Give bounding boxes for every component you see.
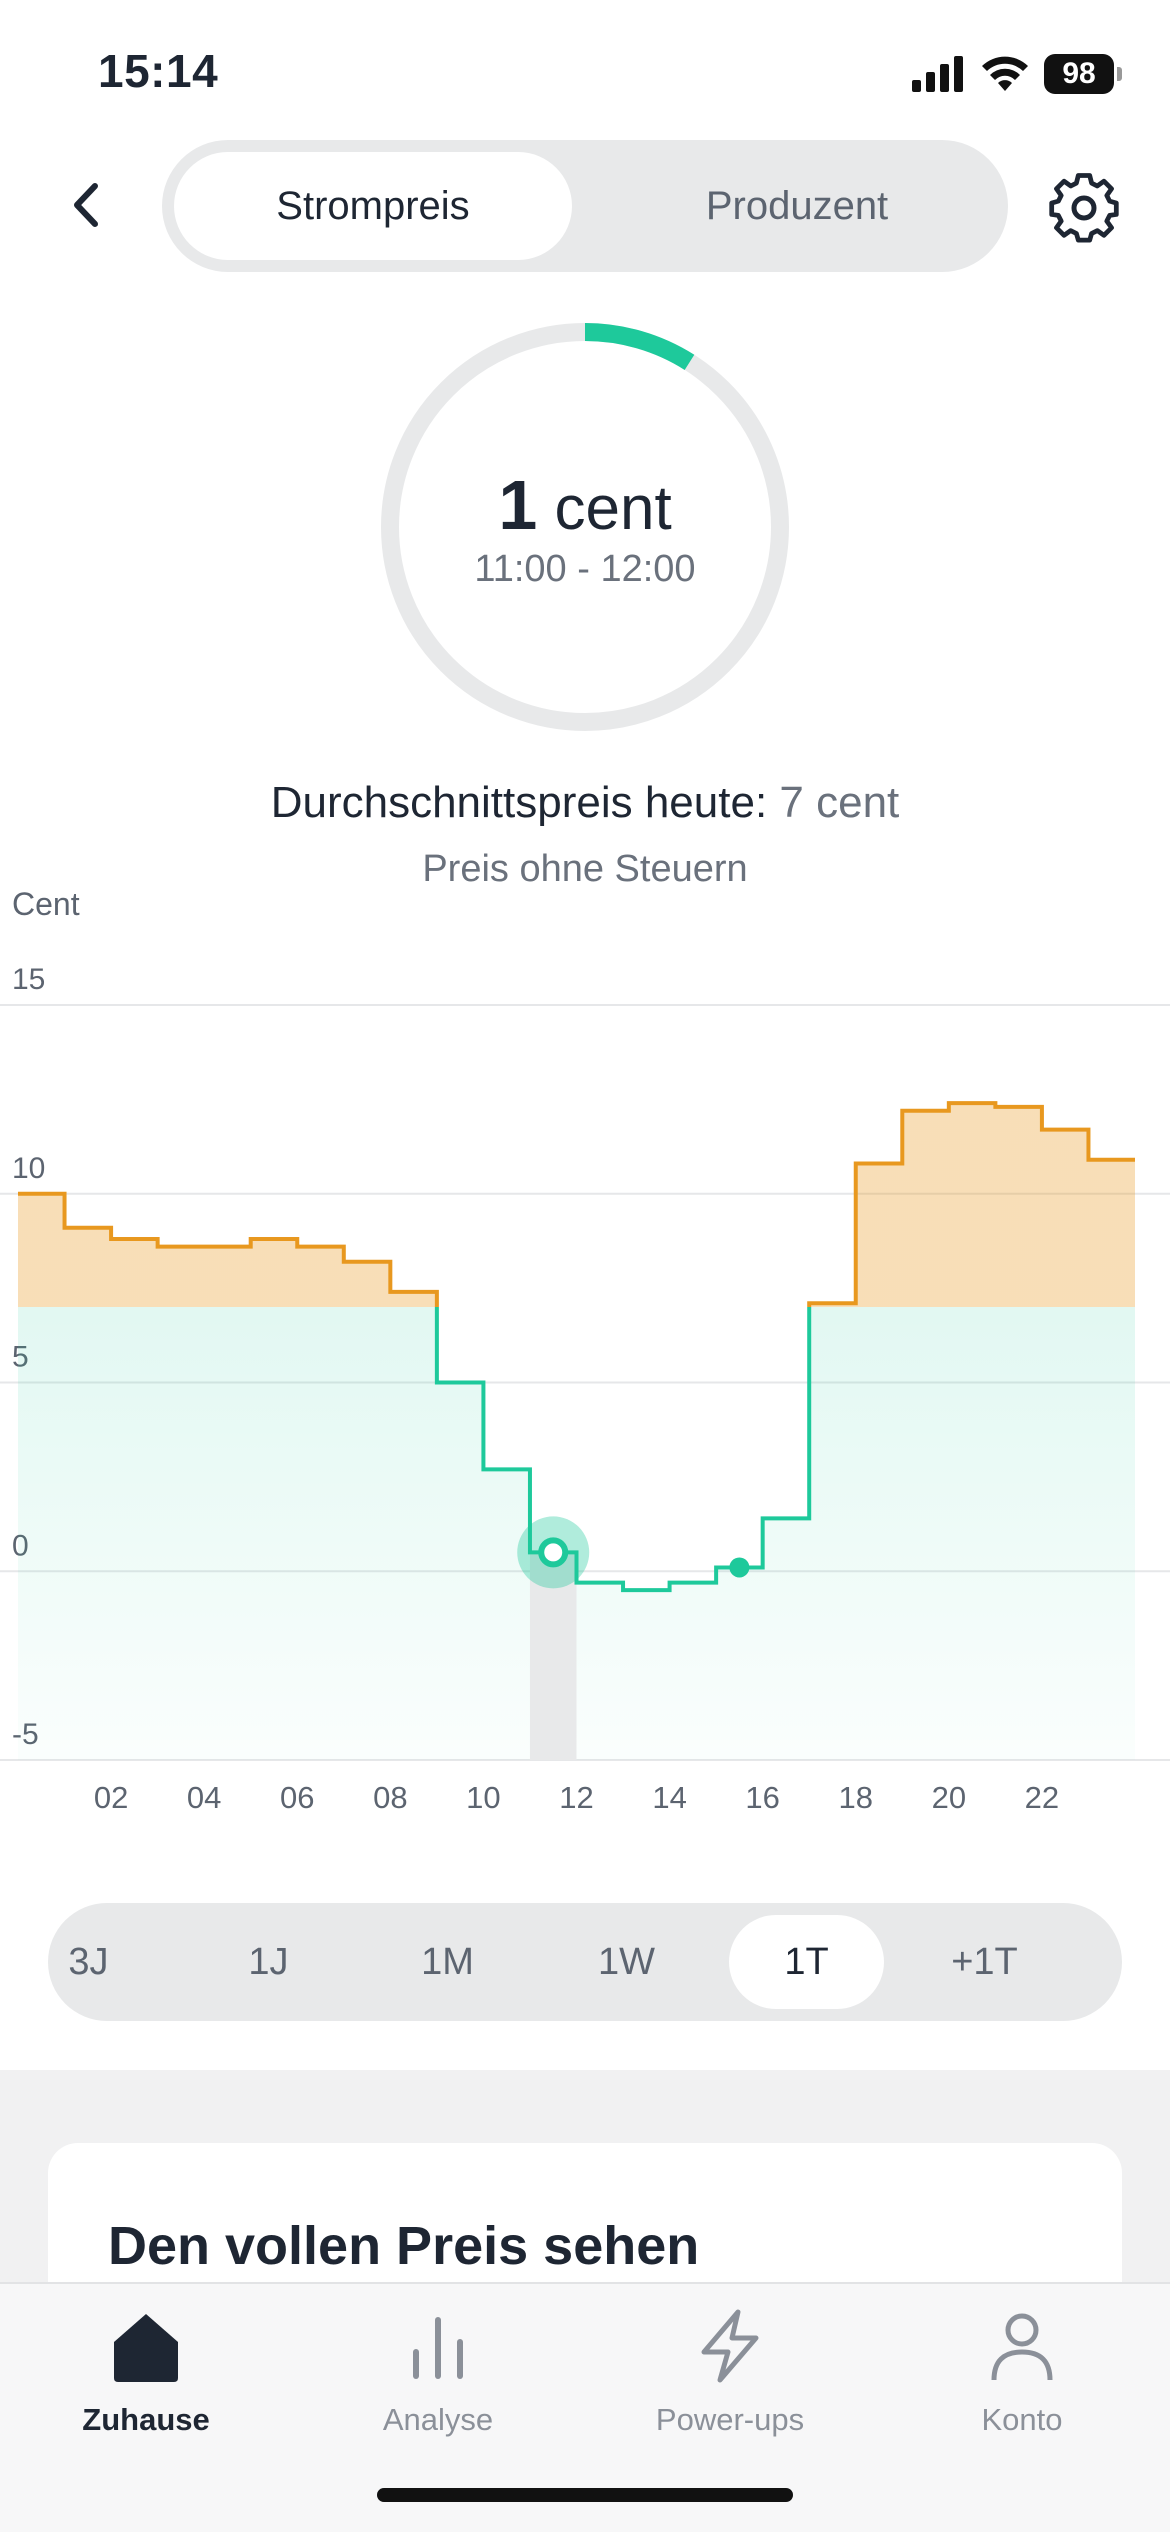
back-button[interactable] [52,170,122,240]
cellular-signal-icon [912,56,963,92]
lightning-icon [701,2309,759,2383]
status-time: 15:14 [98,45,219,97]
tab-produzent[interactable]: Produzent [705,183,889,228]
gauge-fill [584,323,695,371]
x-tick-label: 12 [559,1780,593,1815]
gear-icon [1049,173,1119,243]
status-icons: 98 [912,52,1122,96]
status-bar: 15:14 98 [0,0,1170,150]
tab-analyse[interactable]: Analyse [292,2284,584,2464]
user-icon [991,2313,1053,2381]
home-indicator [377,2488,793,2502]
x-tick-label: 16 [745,1780,779,1815]
current-hour-point [729,1557,750,1578]
wifi-icon [982,56,1028,91]
home-icon [114,2314,178,2382]
chevron-left-icon [74,183,98,227]
selected-point[interactable] [538,1537,569,1568]
line-layer [18,1101,1135,1593]
area-layer [18,1103,1135,1760]
settings-button[interactable] [1046,170,1122,246]
x-tick-label: 06 [280,1780,314,1815]
range-option-3j[interactable]: 3J [68,1940,109,1983]
price-line-below [434,1307,812,1593]
average-price-label: Durchschnittspreis heute: [270,778,768,827]
card-title: Den vollen Preis sehen [108,2216,700,2276]
tab-konto[interactable]: Konto [876,2284,1168,2464]
x-tick-label: 14 [652,1780,686,1815]
range-option-1t[interactable]: 1T [729,1915,884,2009]
range-option-1m[interactable]: 1M [421,1940,474,1983]
area-below-threshold [18,1307,1135,1760]
current-price: 1 cent [380,465,790,545]
range-option-1j[interactable]: 1J [248,1940,289,1983]
x-tick-label: 20 [932,1780,966,1815]
view-toggle: Strompreis Produzent [162,140,1008,272]
range-option-1w[interactable]: 1W [598,1940,655,1983]
tab-power-ups[interactable]: Power-ups [584,2284,876,2464]
x-tick-label: 22 [1025,1780,1059,1815]
tax-note: Preis ohne Steuern [422,848,748,890]
tab-label: Zuhause [82,2402,210,2437]
average-price: Durchschnittspreis heute: 7 cent [0,778,1170,828]
battery-level: 98 [1062,57,1096,90]
time-range-selector: 3J 1J 1M 1W 1T +1T [48,1903,1122,2021]
x-tick-label: 02 [94,1780,128,1815]
x-tick-label: 10 [466,1780,500,1815]
x-tick-label: 04 [187,1780,221,1815]
x-tick-label: 08 [373,1780,407,1815]
current-price-value: 1 [498,466,538,544]
selected-hour-band [529,1552,577,1760]
tab-zuhause[interactable]: Zuhause [0,2284,292,2464]
bar-chart-icon [413,2317,463,2379]
y-tick-label: 10 [12,1152,45,1185]
tab-label: Analyse [382,2402,494,2437]
price-line-above [18,1101,1135,1307]
marker-layer [517,1516,750,1589]
battery-indicator: 98 [1044,54,1122,94]
x-tick-label: 18 [839,1780,873,1815]
x-tick-layer: 02 04 06 08 10 12 14 16 18 20 22 [94,1780,1059,1815]
tab-label: Power-ups [655,2402,805,2437]
tab-strompreis[interactable]: Strompreis [174,152,572,260]
current-time-range: 11:00 - 12:00 [474,548,696,590]
average-price-value: 7 cent [779,778,900,827]
header: Strompreis Produzent [0,140,1170,275]
y-tick-label: 15 [12,963,45,996]
tab-label: Konto [981,2402,1063,2437]
range-option-plus-1t[interactable]: +1T [951,1940,1018,1983]
current-price-unit: cent [554,474,672,543]
price-gauge [381,323,789,731]
y-axis-label: Cent [12,890,80,922]
